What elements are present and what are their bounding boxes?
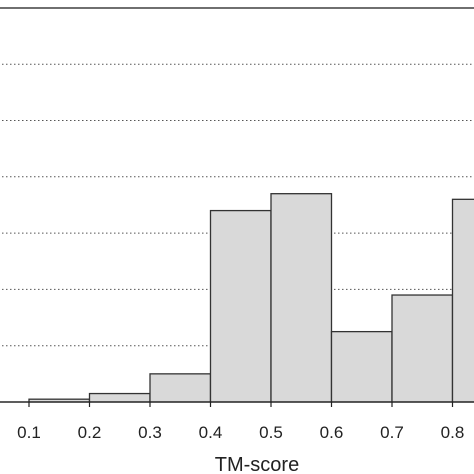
bar-4 xyxy=(209,209,272,403)
bar-6 xyxy=(330,330,393,403)
bar-2 xyxy=(88,392,151,403)
bar-5 xyxy=(270,193,333,403)
x-axis-title: TM-score xyxy=(215,454,299,474)
x-tick-label-4: 0.5 xyxy=(259,423,283,442)
x-tick-label-1: 0.2 xyxy=(78,423,102,442)
x-tick-label-0: 0.1 xyxy=(17,423,41,442)
bar-3 xyxy=(149,373,212,403)
bar-7 xyxy=(391,294,454,403)
plot-frame xyxy=(0,7,474,403)
x-tick-label-3: 0.4 xyxy=(199,423,223,442)
histogram-bars xyxy=(0,193,474,403)
x-tick-label-6: 0.7 xyxy=(380,423,404,442)
bar-8 xyxy=(451,198,474,403)
x-tick-label-7: 0.8 xyxy=(441,423,465,442)
x-tick-label-5: 0.6 xyxy=(320,423,344,442)
x-tick-label-2: 0.3 xyxy=(138,423,162,442)
x-axis-ticks: 0.1 0.2 0.3 0.4 0.5 0.6 0.7 0.8 xyxy=(17,402,464,442)
